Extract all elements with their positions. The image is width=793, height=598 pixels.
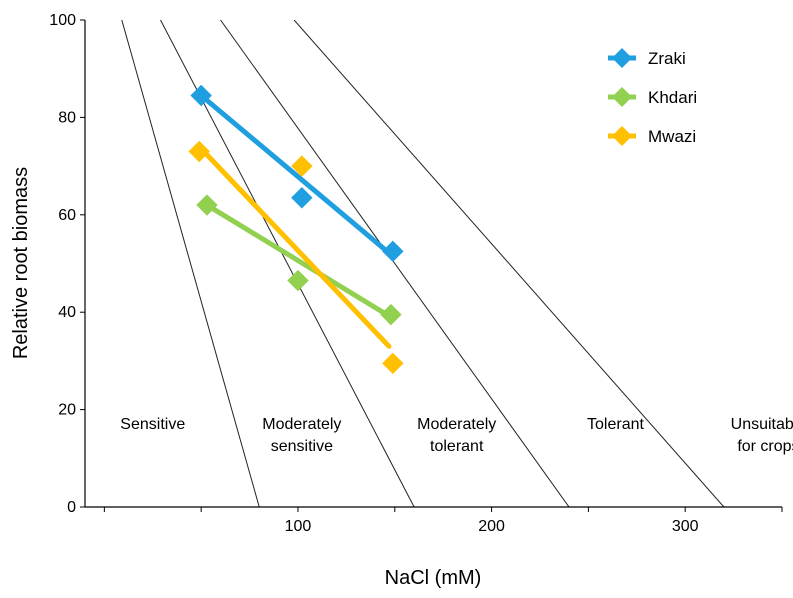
x-axis-title: NaCl (mM) <box>385 567 482 589</box>
tolerance-boundary-line <box>220 20 570 507</box>
khdari-data-point <box>196 194 218 216</box>
zone-label: Tolerant <box>587 416 644 433</box>
x-tick-label: 300 <box>672 518 699 535</box>
zraki-data-point <box>382 240 404 263</box>
zraki-data-point <box>190 84 212 107</box>
y-tick-label: 60 <box>58 207 76 224</box>
zraki-trend-line <box>198 92 396 259</box>
khdari-data-point <box>287 269 309 292</box>
mwazi-data-point <box>188 140 210 163</box>
y-tick-label: 40 <box>58 304 76 321</box>
mwazi-trend-line <box>196 144 392 349</box>
y-tick-label: 0 <box>67 499 76 516</box>
mwazi-legend-label: Mwazi <box>648 127 696 146</box>
x-tick-label: 100 <box>285 518 312 535</box>
zone-label: Sensitive <box>120 416 185 433</box>
x-tick-label: 200 <box>478 518 505 535</box>
zraki-legend-label: Zraki <box>648 49 686 68</box>
mwazi-data-point <box>291 155 313 177</box>
khdari-data-point <box>380 303 402 326</box>
khdari-legend-marker <box>612 87 632 107</box>
y-tick-label: 80 <box>58 109 76 126</box>
khdari-legend-label: Khdari <box>648 88 697 107</box>
khdari-trend-line <box>204 202 394 320</box>
y-axis-title: Relative root biomass <box>10 167 32 359</box>
mwazi-legend-marker <box>612 126 632 146</box>
data-points <box>188 84 404 375</box>
tolerance-boundary-line <box>121 20 260 507</box>
zraki-data-point <box>291 187 313 209</box>
trend-lines <box>196 92 396 349</box>
y-tick-label: 20 <box>58 402 76 419</box>
axes: 100 200 300 0 20 40 60 80 100 <box>49 12 783 535</box>
zone-label: Unsuitablefor crops <box>731 416 793 455</box>
zone-label: Moderately sensitive <box>262 416 341 455</box>
tolerance-boundaries <box>121 20 725 507</box>
y-tick-label: 100 <box>49 12 76 29</box>
zone-label: Moderately tolerant <box>417 416 496 455</box>
legend: Zraki Khdari Mwazi <box>608 48 697 146</box>
zraki-legend-marker <box>612 48 632 68</box>
zone-labels: Sensitive Moderately sensitive Moderately to… <box>120 416 793 455</box>
tolerance-boundary-line <box>293 20 725 507</box>
mwazi-data-point <box>382 352 404 375</box>
